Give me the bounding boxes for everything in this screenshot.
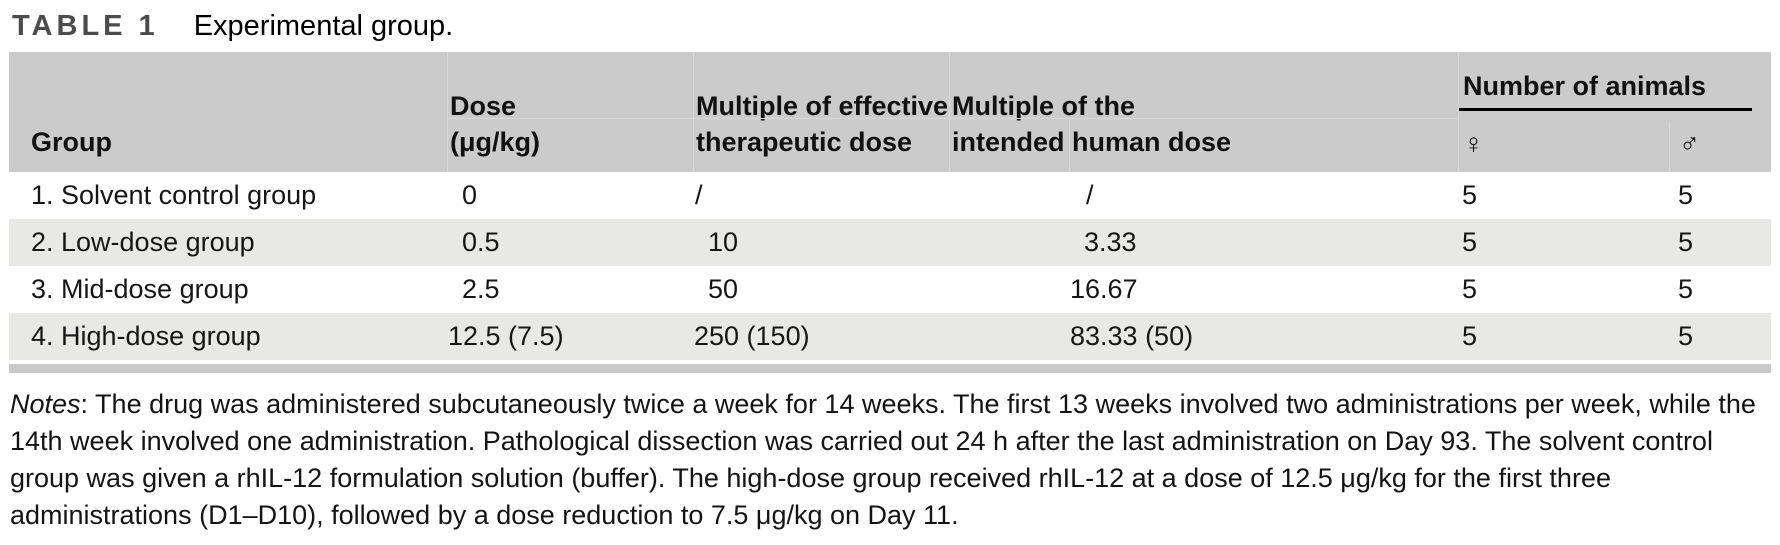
dose-cell: 12.5 (7.5) — [448, 321, 564, 351]
multiple-effective-cell: / — [695, 180, 703, 210]
dose-cell: 0 — [462, 180, 478, 210]
col-header-multiple-effective: Multiple of effective therapeutic dose — [693, 52, 949, 172]
multiple-human-cell: 83.33 (50) — [1070, 321, 1194, 351]
multiple-human-cell: 3.33 — [1084, 227, 1137, 257]
dose-cell: 2.5 — [462, 274, 500, 304]
col-group-number-of-animals: Number of animals ♀ ♂ — [1458, 52, 1771, 172]
number-of-animals-rule — [1459, 108, 1752, 111]
table-body: 1. Solvent control group 0//5 5 2. Low-dose… — [9, 172, 1771, 360]
table-figure: TABLE 1 Experimental group. Group Dose (μ… — [0, 9, 1780, 534]
female-symbol-icon: ♀ — [1463, 128, 1484, 159]
female-count-cell: 5 — [1462, 180, 1478, 210]
header-gridline — [1669, 122, 1670, 172]
female-count-cell: 5 — [1462, 227, 1478, 257]
male-count-cell: 5 — [1678, 180, 1694, 210]
header-row-divider — [447, 118, 1458, 119]
multiple-effective-cell: 10 — [708, 227, 739, 257]
group-cell: 4. High-dose group — [31, 321, 261, 351]
notes-text: : The drug was administered subcutaneous… — [10, 389, 1756, 530]
table-caption-text: Experimental group. — [193, 10, 454, 42]
multiple-effective-cell: 50 — [708, 274, 739, 304]
group-cell: 2. Low-dose group — [31, 227, 255, 257]
table-label: TABLE 1 — [12, 10, 159, 42]
sex-subheader-row: ♀ ♂ — [1459, 111, 1771, 172]
col-header-dose: Dose (μg/kg) — [447, 52, 693, 172]
male-count-cell: 5 — [1678, 274, 1694, 304]
male-symbol-icon: ♂ — [1679, 128, 1700, 159]
table-row: 4. High-dose group 12.5 (7.5) 250 (150) 83.… — [9, 313, 1771, 360]
col-header-group: Group — [31, 127, 112, 157]
male-count-cell: 5 — [1678, 227, 1694, 257]
male-count-cell: 5 — [1678, 321, 1694, 351]
table-notes: Notes: The drug was administered subcuta… — [10, 386, 1772, 534]
multiple-human-cell: / — [1086, 180, 1094, 210]
table-header-row: Group Dose (μg/kg) Multiple of effective t… — [9, 52, 1771, 172]
table-bottom-border — [9, 364, 1771, 373]
table-row: 1. Solvent control group 0 / / 5 5 — [9, 172, 1771, 219]
table-row: 2. Low-dose group 0.5 10 3.33 5 5 — [9, 219, 1771, 266]
female-count-cell: 5 — [1462, 274, 1478, 304]
experimental-group-table: Group Dose (μg/kg) Multiple of effective t… — [9, 52, 1771, 373]
table-caption: TABLE 1 Experimental group. — [12, 9, 1780, 43]
header-gridline — [1069, 118, 1070, 172]
notes-label: Notes — [10, 389, 81, 419]
dose-cell: 0.5 — [462, 227, 500, 257]
group-cell: 3. Mid-dose group — [31, 274, 249, 304]
multiple-human-cell: 16.67 — [1070, 274, 1138, 304]
table-row: 3. Mid-dose group 2.5 50 16.67 5 5 — [9, 266, 1771, 313]
group-cell: 1. Solvent control group — [31, 180, 317, 210]
multiple-effective-cell: 250 (150) — [694, 321, 810, 351]
col-header-multiple-human: Multiple of the intended human dose — [949, 52, 1458, 172]
female-count-cell: 5 — [1462, 321, 1478, 351]
number-of-animals-label: Number of animals — [1463, 71, 1707, 101]
